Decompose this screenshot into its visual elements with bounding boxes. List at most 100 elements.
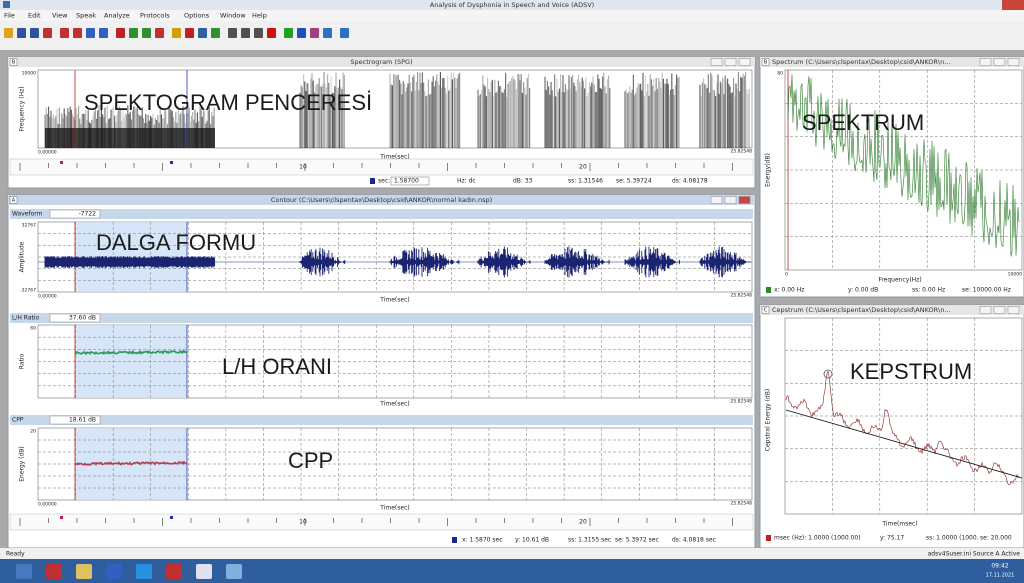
x-axis-label: Time(msec)	[881, 521, 917, 528]
panel-header	[10, 415, 753, 425]
tool-button[interactable]	[86, 28, 95, 38]
tool-button[interactable]	[60, 28, 69, 38]
overlay-caption: CPP	[288, 448, 333, 473]
panel-value: 18.61 dB	[69, 417, 96, 424]
taskbar-app[interactable]	[16, 564, 32, 579]
window-control[interactable]	[738, 196, 751, 204]
window-control[interactable]	[724, 196, 737, 204]
window-control[interactable]	[710, 58, 723, 66]
menu-item[interactable]: Window	[220, 12, 246, 20]
y-axis-label: Energy(dB)	[765, 153, 772, 187]
y-axis-label: Ratio	[19, 353, 26, 369]
x-axis-label: Time(sec)	[379, 505, 409, 512]
tool-button[interactable]	[4, 28, 13, 38]
window-control[interactable]	[738, 58, 751, 66]
taskbar-app[interactable]	[106, 564, 122, 579]
ruler-label: 10	[299, 519, 307, 526]
menu-item[interactable]: Protocols	[140, 12, 170, 20]
tool-button[interactable]	[30, 28, 39, 38]
window-title: Spectrum (C:\Users\clspentax\Desktop\csi…	[772, 58, 950, 66]
tool-button[interactable]	[99, 28, 108, 38]
window-control[interactable]	[979, 306, 992, 314]
spectrum-line	[787, 74, 1020, 257]
app-icon	[3, 1, 10, 8]
tool-button[interactable]	[241, 28, 250, 38]
tool-button[interactable]	[228, 28, 237, 38]
tool-button[interactable]	[211, 28, 220, 38]
waveform-burst	[699, 246, 751, 278]
ruler-label: 20	[579, 164, 587, 171]
peak-marker	[823, 369, 833, 379]
title-bar	[0, 0, 1024, 10]
menu-item[interactable]: Edit	[28, 12, 41, 20]
tool-button[interactable]	[310, 28, 319, 38]
tool-button[interactable]	[284, 28, 293, 38]
menu: File Edit View Speak Analyze Protocols Options…	[4, 12, 267, 20]
window-badge	[761, 306, 770, 314]
menu-item[interactable]: Help	[252, 12, 267, 20]
panel-value: 37.60 dB	[69, 315, 96, 322]
window-titlebar	[8, 195, 755, 205]
window-control[interactable]	[710, 196, 723, 204]
window-title: Cepstrum (C:\Users\clspentax\Desktop\csi…	[772, 306, 951, 314]
status-field: ss: 0.00 Hz	[912, 287, 945, 294]
ruler-label: 20	[579, 519, 587, 526]
window-control[interactable]	[1007, 58, 1020, 66]
window-control[interactable]	[979, 58, 992, 66]
maximize-button[interactable]	[984, 0, 1002, 10]
y-axis-label: Frequency (Hz)	[19, 86, 26, 131]
tool-button[interactable]	[17, 28, 26, 38]
minimize-button[interactable]	[962, 0, 984, 10]
tool-button[interactable]	[142, 28, 151, 38]
y-axis-label: Energy (dB)	[19, 446, 26, 482]
window-control[interactable]	[724, 58, 737, 66]
window-control[interactable]	[993, 306, 1006, 314]
tool-button[interactable]	[172, 28, 181, 38]
taskbar-app[interactable]	[196, 564, 212, 579]
close-button[interactable]	[1002, 0, 1024, 10]
x-start-label: 0.00000	[38, 150, 57, 156]
ruler-label: 10	[299, 164, 307, 171]
menu-item[interactable]: View	[52, 12, 68, 20]
regression-line	[785, 409, 1023, 479]
status-field: y: 10.61 dB	[515, 537, 549, 544]
window-control[interactable]	[993, 58, 1006, 66]
tool-button[interactable]	[254, 28, 263, 38]
tool-button[interactable]	[155, 28, 164, 38]
taskbar-app[interactable]	[46, 564, 62, 579]
window-title: Contour (C:\Users\clspentax\Desktop\csid…	[271, 196, 492, 204]
status-field: se: 5.39724	[616, 178, 652, 185]
tool-button[interactable]	[267, 28, 276, 38]
taskbar-app[interactable]	[226, 564, 242, 579]
panel-value-box	[49, 209, 101, 219]
menu-item[interactable]: Analyze	[104, 12, 130, 20]
tool-button[interactable]	[340, 28, 349, 38]
y-max-label: 10000	[22, 71, 36, 77]
waveform-burst	[544, 246, 611, 278]
menu-item[interactable]: Options	[184, 12, 210, 20]
tool-button[interactable]	[185, 28, 194, 38]
waveform-burst	[44, 256, 216, 268]
status-input	[390, 176, 430, 186]
status-field: sec:	[378, 178, 390, 185]
window-title: Spectrogram (SPG)	[350, 58, 412, 66]
window-control[interactable]	[1007, 306, 1020, 314]
taskbar-app[interactable]	[166, 564, 182, 579]
menu-item[interactable]: File	[4, 12, 15, 20]
tool-button[interactable]	[297, 28, 306, 38]
x-end-label: 25.82548	[731, 293, 753, 299]
status-field: msec (Hz): 1.0000 (1000.00)	[774, 535, 861, 542]
tool-button[interactable]	[43, 28, 52, 38]
tool-button[interactable]	[73, 28, 82, 38]
tool-button[interactable]	[323, 28, 332, 38]
x-start-label: 0	[785, 272, 788, 278]
status-field: ds: 4.08178	[672, 178, 708, 185]
tool-button[interactable]	[116, 28, 125, 38]
tool-button[interactable]	[129, 28, 138, 38]
ruler-marker	[170, 516, 173, 519]
taskbar-app[interactable]	[136, 564, 152, 579]
tool-button[interactable]	[198, 28, 207, 38]
menu-item[interactable]: Speak	[76, 12, 96, 20]
status-field: x: 0.00 Hz	[774, 287, 804, 294]
taskbar-app[interactable]	[76, 564, 92, 579]
